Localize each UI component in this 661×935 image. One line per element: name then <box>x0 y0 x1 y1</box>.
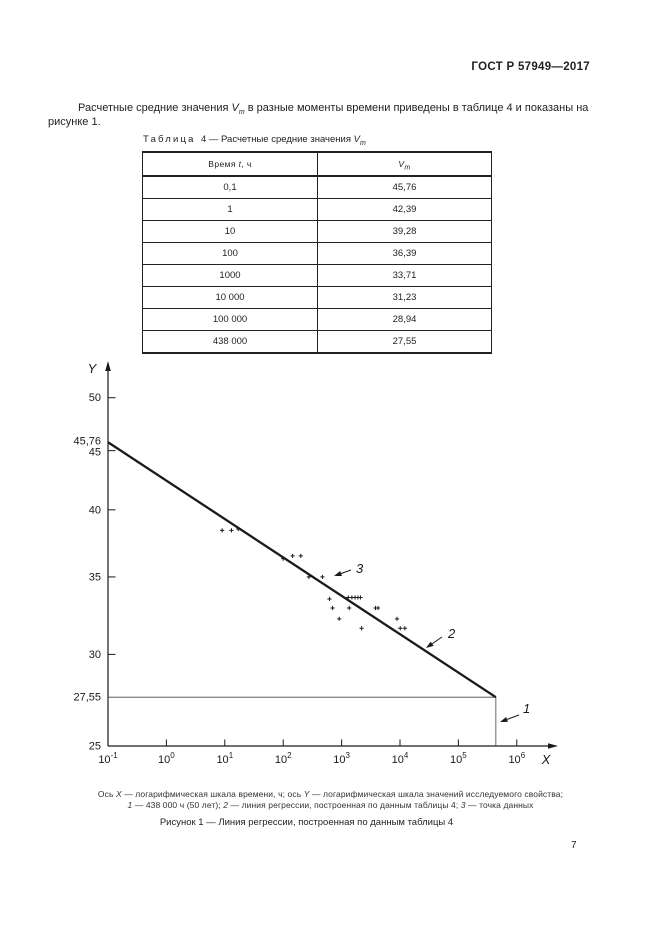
table-cell: 0,1 <box>142 176 318 199</box>
table-cell: 39,28 <box>317 220 492 243</box>
data-point <box>346 595 351 600</box>
table-row: 10 000 31,23 <box>142 286 492 309</box>
col-header-time: Время t, ч <box>142 152 318 177</box>
data-point <box>394 616 400 621</box>
intro-paragraph: Расчетные средние значения Vm в разные м… <box>48 101 614 129</box>
x-tick-label: 10-1 <box>98 751 118 766</box>
annotation-label-1: 1 <box>523 701 530 716</box>
data-point <box>330 605 335 611</box>
table-cell: 10 000 <box>142 286 318 309</box>
table-cell: 33,71 <box>317 264 492 287</box>
table-cell: 45,76 <box>317 176 492 199</box>
data-point <box>281 556 286 561</box>
data-point <box>306 574 311 580</box>
y-tick-label: 45,76 <box>73 435 101 447</box>
data-point <box>347 605 352 611</box>
regression-line <box>107 441 497 699</box>
figure-footnote-line1: Ось X — логарифмическая шкала времени, ч… <box>97 789 564 799</box>
annotation-arrow-2 <box>431 636 443 645</box>
figure-caption: Рисунок 1 — Линия регрессии, построенная… <box>159 817 454 828</box>
y-tick-label: 35 <box>89 571 101 583</box>
intro-text-2: в разные моменты времени приведены в таб… <box>48 102 589 128</box>
table-cell: 1000 <box>142 264 318 287</box>
table-caption: Таблица 4 — Расчетные средние значения V… <box>143 134 366 147</box>
data-point <box>236 526 241 532</box>
annotation-arrow-3 <box>340 569 352 574</box>
y-tick-label: 27,55 <box>73 692 101 704</box>
data-point <box>402 626 407 631</box>
table-row: 100 000 28,94 <box>142 308 492 331</box>
annotation-label-2: 2 <box>447 626 456 641</box>
table-cell: 1 <box>142 198 318 221</box>
table-cell: 100 <box>142 242 318 265</box>
col-header-vm: Vm <box>317 152 492 177</box>
annotation-arrow-1 <box>506 714 520 720</box>
y-axis-arrow-icon <box>105 361 111 371</box>
page-number: 7 <box>571 840 577 851</box>
table-cell: 100 000 <box>142 308 318 331</box>
y-tick-label: 40 <box>89 504 101 516</box>
annotation-label-3: 3 <box>356 561 364 576</box>
x-tick-label: 100 <box>158 751 175 766</box>
y-axis-title: Y <box>88 361 98 376</box>
data-point <box>398 626 403 631</box>
table-row: 0,1 45,76 <box>142 176 492 199</box>
table-row: 100 36,39 <box>142 242 492 265</box>
intro-text-1: Расчетные средние значения <box>78 102 232 114</box>
data-point <box>337 616 342 621</box>
x-tick-label: 104 <box>392 751 409 766</box>
data-point <box>320 574 325 580</box>
y-tick-label: 45 <box>89 446 101 458</box>
table-cell: 31,23 <box>317 286 492 309</box>
table-cell: 438 000 <box>142 330 318 353</box>
table-header-row: Время t, ч Vm <box>142 152 492 177</box>
data-point <box>358 595 363 600</box>
values-table-body: 0,1 45,76 1 42,39 10 39,28 100 36,39 1000 33,71 10… <box>142 176 492 353</box>
x-tick-label: 101 <box>216 751 233 766</box>
table-cell: 42,39 <box>317 198 492 221</box>
x-tick-label: 103 <box>333 751 350 766</box>
values-table: Время t, ч Vm 0,1 45,76 1 42,39 10 39,28 100 36… <box>142 151 492 354</box>
table-cell: 27,55 <box>392 336 417 347</box>
doc-header: ГОСТ Р 57949—2017 <box>471 61 590 73</box>
table-cell: 28,94 <box>317 308 492 331</box>
annotation-arrow-3-head-icon <box>334 571 342 576</box>
vm-symbol: Vm <box>353 134 366 147</box>
table-row: 1000 33,71 <box>142 264 492 287</box>
data-point <box>298 553 303 558</box>
figure-footnote: Ось X — логарифмическая шкала времени, ч… <box>0 789 661 811</box>
table-row: 10 39,28 <box>142 220 492 243</box>
data-point <box>229 528 234 533</box>
x-tick-label: 106 <box>508 751 525 766</box>
data-point <box>220 528 225 533</box>
table-row: 1 42,39 <box>142 198 492 221</box>
vm-symbol: Vm <box>398 159 411 172</box>
x-tick-label: 105 <box>450 751 467 766</box>
y-tick-label: 50 <box>89 392 101 404</box>
table-cell: 36,39 <box>317 242 492 265</box>
annotation-arrow-2-head-icon <box>426 641 434 648</box>
figure-footnote-line2: 1 — 438 000 ч (50 лет); 2 — линия регрес… <box>127 800 534 810</box>
x-axis-title: X <box>541 752 552 767</box>
data-point <box>290 553 295 558</box>
data-point <box>327 596 332 602</box>
table-cell: 10 <box>142 220 318 243</box>
annotation-arrow-1-head-icon <box>500 716 508 722</box>
table-block: Таблица 4 — Расчетные средние значения V… <box>142 134 492 354</box>
y-tick-label: 30 <box>89 649 101 661</box>
x-tick-label: 102 <box>275 751 292 766</box>
table-row: 438 000 27,55 <box>142 330 492 353</box>
x-axis-arrow-icon <box>548 743 558 749</box>
data-point <box>359 626 364 631</box>
y-tick-label: 25 <box>89 741 101 753</box>
vm-symbol: Vm <box>231 102 245 117</box>
data-point <box>375 605 381 611</box>
